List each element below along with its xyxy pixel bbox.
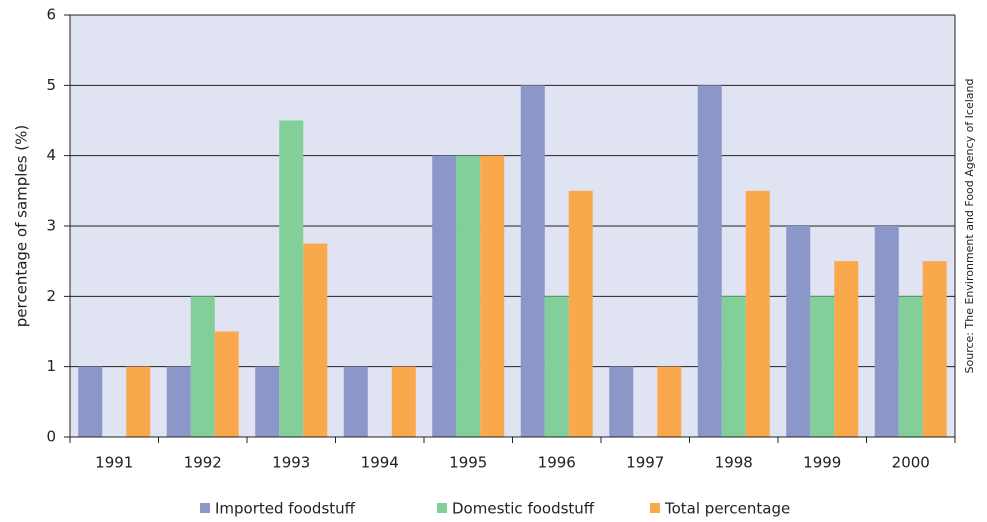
legend-swatch xyxy=(437,503,447,513)
legend-label: Imported foodstuff xyxy=(215,500,356,518)
bar xyxy=(544,296,569,437)
bar xyxy=(697,85,722,437)
bar xyxy=(721,296,746,437)
y-tick-label: 3 xyxy=(46,217,56,235)
bar xyxy=(190,296,215,437)
source-note: Source: The Environment and Food Agency … xyxy=(963,79,976,374)
bar xyxy=(657,366,682,437)
y-tick-label: 1 xyxy=(46,357,56,375)
y-axis-label: percentage of samples (%) xyxy=(13,125,31,327)
bar xyxy=(456,155,481,437)
bar xyxy=(78,366,103,437)
bar xyxy=(874,226,899,437)
legend-swatch xyxy=(650,503,660,513)
bar xyxy=(126,366,151,437)
bar xyxy=(568,190,593,437)
bar xyxy=(898,296,923,437)
y-tick-label: 5 xyxy=(46,76,56,94)
bar xyxy=(303,243,328,437)
bar xyxy=(279,120,304,437)
x-tick-label: 1996 xyxy=(538,454,576,472)
bar xyxy=(343,366,368,437)
y-tick-label: 6 xyxy=(46,6,56,24)
x-tick-label: 2000 xyxy=(892,454,930,472)
bar xyxy=(391,366,416,437)
x-tick-label: 1997 xyxy=(626,454,664,472)
x-tick-label: 1998 xyxy=(715,454,753,472)
x-tick-label: 1994 xyxy=(361,454,399,472)
bar xyxy=(834,261,859,437)
y-tick-label: 0 xyxy=(46,428,56,446)
bar xyxy=(922,261,947,437)
bar xyxy=(480,155,505,437)
x-tick-label: 1993 xyxy=(272,454,310,472)
legend-swatch xyxy=(200,503,210,513)
x-tick-label: 1992 xyxy=(184,454,222,472)
bar xyxy=(609,366,634,437)
legend-label: Total percentage xyxy=(664,500,790,518)
bar xyxy=(786,226,811,437)
y-tick-label: 4 xyxy=(46,146,56,164)
y-tick-label: 2 xyxy=(46,287,56,305)
bar xyxy=(166,366,191,437)
bar xyxy=(745,190,770,437)
x-tick-label: 1999 xyxy=(803,454,841,472)
bar xyxy=(214,331,239,437)
bar xyxy=(255,366,280,437)
bar xyxy=(810,296,835,437)
bar xyxy=(520,85,545,437)
bar xyxy=(432,155,457,437)
legend-label: Domestic foodstuff xyxy=(452,500,595,518)
x-tick-label: 1995 xyxy=(449,454,487,472)
x-tick-label: 1991 xyxy=(95,454,133,472)
